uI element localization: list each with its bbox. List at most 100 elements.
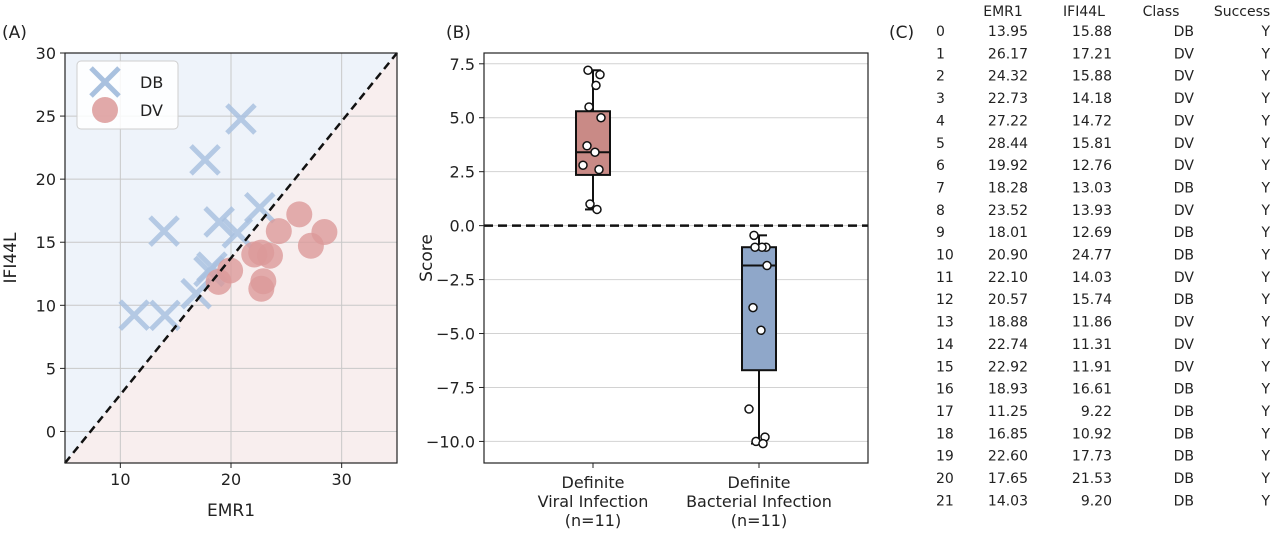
plot-frame	[483, 52, 869, 464]
data-point	[582, 141, 592, 151]
table-cell: 2	[936, 69, 945, 85]
db-point	[203, 206, 235, 238]
table-cell: 20.90	[988, 248, 1028, 264]
table-cell: 16.61	[1072, 382, 1112, 398]
table-cell: Y	[1260, 225, 1270, 241]
y-tick-label: 5	[46, 359, 56, 378]
table-cell: 13.03	[1072, 180, 1112, 196]
table-cell: 22.74	[988, 337, 1028, 353]
table-cell: 0	[936, 24, 945, 40]
db-point	[221, 217, 254, 249]
table-cell: Y	[1260, 449, 1270, 465]
table-cell: DV	[1174, 315, 1195, 331]
table-row: 17 11.25 9.22 DB Y	[936, 404, 1270, 420]
db-point	[189, 144, 221, 176]
table-cell: 4	[936, 113, 945, 129]
table-cell: 22.73	[988, 91, 1028, 107]
table-cell: 27.22	[988, 113, 1028, 129]
scatter-points	[118, 103, 338, 332]
x-tick-label: 30	[331, 470, 351, 489]
y-tick-label: 20	[36, 170, 56, 189]
dv-point	[311, 219, 338, 246]
table-row: 4 27.22 14.72 DV Y	[936, 113, 1270, 129]
table-cell: 15.88	[1072, 24, 1112, 40]
legend: DB DV	[76, 60, 179, 130]
y-tick-label: 0.0	[450, 217, 475, 236]
table-cell: 18.93	[988, 382, 1028, 398]
category-label-line: Viral Infection	[538, 492, 649, 511]
data-point	[744, 404, 754, 414]
table-cell: 16	[936, 382, 954, 398]
data-point	[585, 199, 595, 209]
table-row: 6 19.92 12.76 DV Y	[936, 158, 1270, 174]
data-point	[594, 164, 604, 175]
table-cell: Y	[1260, 404, 1270, 420]
table-cell: Y	[1260, 382, 1270, 398]
table-cell: Y	[1260, 69, 1270, 85]
y-tick-label: −5.0	[436, 325, 475, 344]
table-cell: 23.52	[988, 203, 1028, 219]
table-cell: DB	[1174, 426, 1194, 442]
y-tick-label: 5.0	[450, 109, 475, 128]
table-cell: 10	[936, 248, 954, 264]
table-cell: 21	[936, 493, 954, 509]
table-row: 9 18.01 12.69 DB Y	[936, 225, 1270, 241]
table-cell: 26.17	[988, 46, 1028, 62]
data-point	[750, 242, 760, 252]
table-cell: DV	[1174, 136, 1195, 152]
y-tick-label: 25	[36, 107, 56, 126]
data-point	[762, 260, 772, 271]
table-cell: 5	[936, 136, 945, 152]
legend-dv-label: DV	[140, 101, 163, 120]
legend-dv-marker	[92, 97, 118, 123]
panel-label: (B)	[446, 23, 471, 43]
table-row: 2 24.32 15.88 DV Y	[936, 69, 1270, 85]
table-row: 7 18.28 13.03 DB Y	[936, 180, 1270, 196]
y-tick-label: −7.5	[436, 378, 475, 397]
table-row: 15 22.92 11.91 DV Y	[936, 359, 1270, 375]
table-row: 1 26.17 17.21 DV Y	[936, 46, 1270, 62]
table-cell: DV	[1174, 69, 1195, 85]
table-cell: 9.22	[1081, 404, 1112, 420]
table-cell: DB	[1174, 382, 1194, 398]
table-cell: Y	[1260, 91, 1270, 107]
data-point	[583, 65, 593, 76]
data-point	[596, 112, 606, 123]
table-cell: 24.32	[988, 69, 1028, 85]
table-cell: DV	[1174, 359, 1195, 375]
table-cell: Y	[1260, 248, 1270, 264]
table-cell: Y	[1260, 426, 1270, 442]
db-point	[148, 215, 180, 247]
table-row: 5 28.44 15.81 DV Y	[936, 136, 1270, 152]
table-cell: 20.57	[988, 292, 1028, 308]
table-cell: DB	[1174, 180, 1194, 196]
table-cell: 15.74	[1072, 292, 1112, 308]
data-point	[749, 230, 759, 241]
table-cell: 9.20	[1081, 493, 1112, 509]
table-row: 14 22.74 11.31 DV Y	[936, 337, 1270, 353]
dv-point	[286, 201, 313, 228]
table-cell: 24.77	[1072, 248, 1112, 264]
table-row: 20 17.65 21.53 DB Y	[936, 471, 1270, 487]
y-tick-label: 2.5	[450, 163, 475, 182]
table-cell: 22.92	[988, 359, 1028, 375]
y-tick-label: 15	[36, 233, 56, 252]
column-header: Class	[1143, 4, 1180, 20]
table-cell: 9	[936, 225, 945, 241]
dv-point	[205, 268, 232, 295]
table-cell: 12	[936, 292, 954, 308]
table-cell: 17.65	[988, 471, 1028, 487]
table-cell: 12.69	[1072, 225, 1112, 241]
category-label-line: (n=11)	[565, 511, 621, 530]
legend-db-label: DB	[140, 73, 163, 92]
data-point	[756, 325, 766, 336]
table-cell: DV	[1174, 270, 1195, 286]
db-point	[180, 277, 212, 310]
y-tick-label: −10.0	[426, 432, 475, 451]
y-axis-label: IFI44L	[1, 232, 21, 283]
table-cell: 14	[936, 337, 954, 353]
table-cell: DB	[1174, 292, 1194, 308]
category-label-line: Bacterial Infection	[686, 492, 832, 511]
table-cell: Y	[1260, 113, 1270, 129]
